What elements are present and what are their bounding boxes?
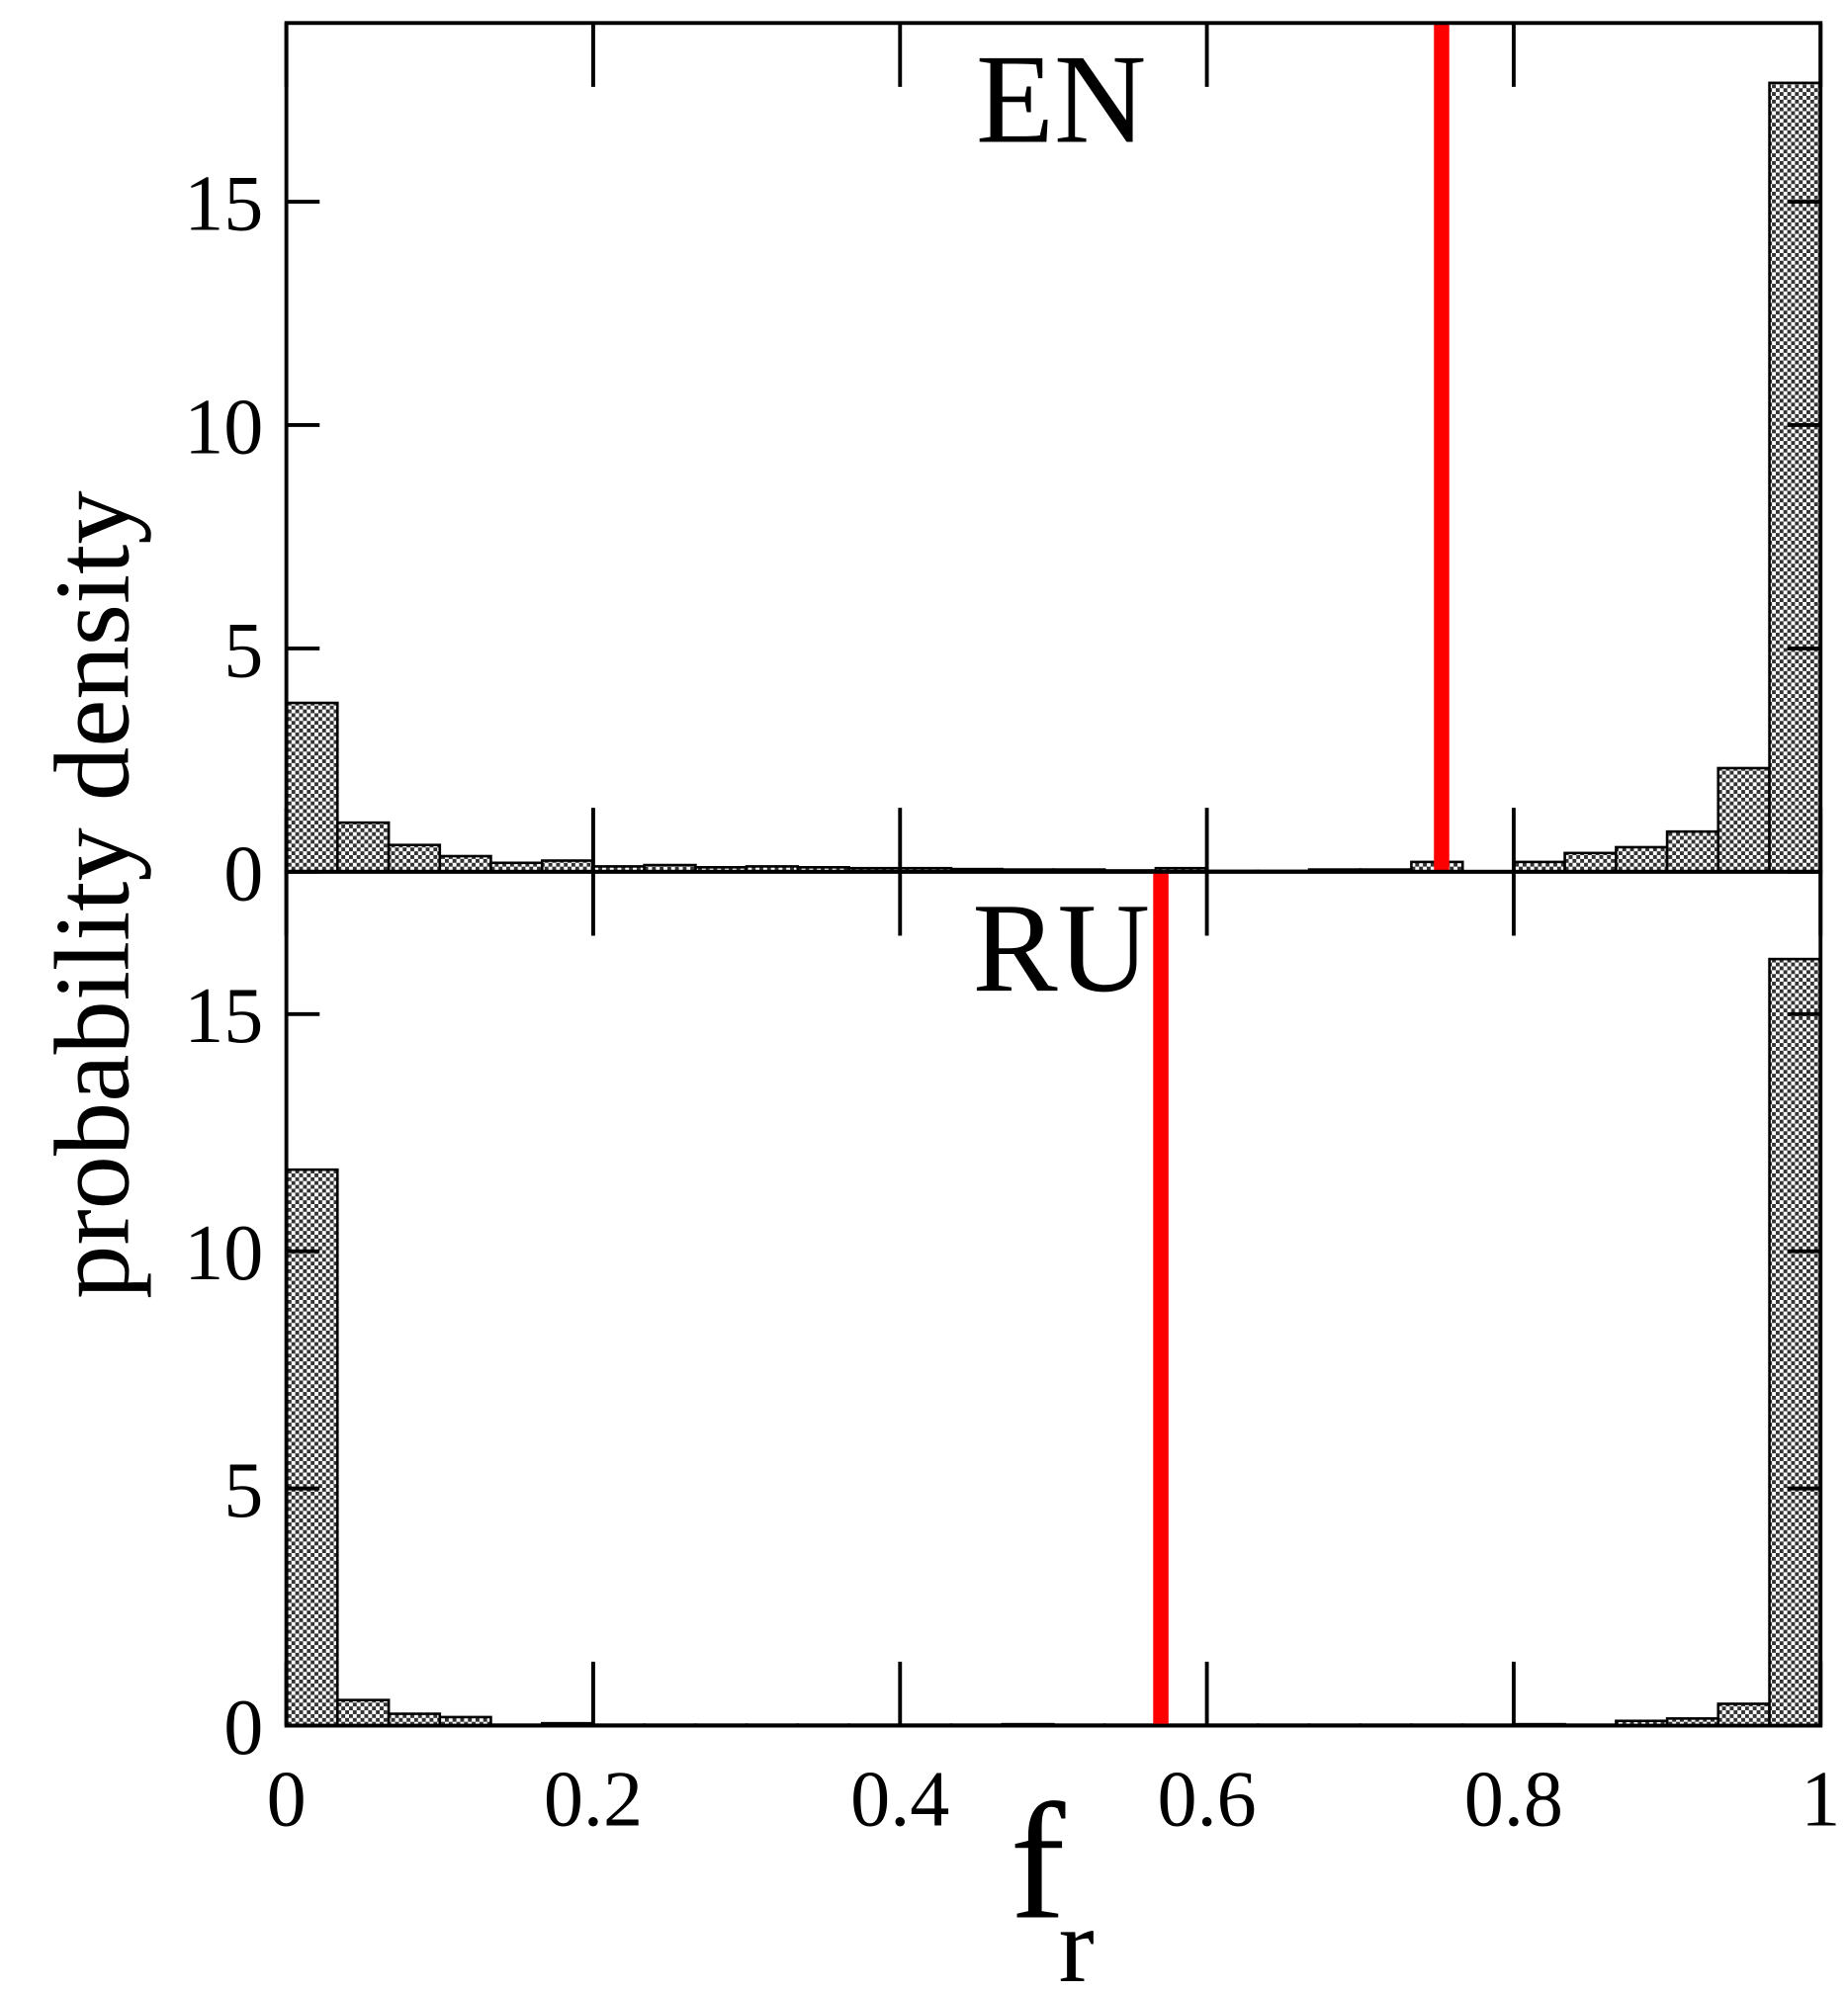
histogram-bar	[1768, 81, 1822, 874]
y-tick-label: 0	[223, 830, 263, 917]
y-tick-label: 5	[223, 607, 263, 694]
histogram-bar	[336, 1698, 391, 1727]
y-tick-label: 10	[184, 384, 263, 471]
x-axis-label-subscript: r	[1059, 1886, 1095, 1993]
y-tick-label: 10	[184, 1210, 263, 1297]
x-tick-label: 1	[1801, 1756, 1840, 1843]
histogram-bar	[1563, 851, 1618, 874]
x-tick-label: 0.4	[850, 1756, 949, 1843]
y-axis-label: probability density	[33, 490, 151, 1299]
y-tick-label: 15	[184, 973, 263, 1060]
y-tick-label: 5	[223, 1447, 263, 1534]
x-axis-label: f	[1010, 1771, 1065, 1954]
x-tick-label: 0.2	[544, 1756, 643, 1843]
histogram-bar	[1716, 766, 1771, 874]
plot-frame	[284, 869, 1823, 1728]
histogram-bar	[1665, 829, 1720, 874]
histogram-bar	[1768, 957, 1822, 1727]
y-tick-label: 0	[223, 1685, 263, 1772]
histogram-bar	[438, 854, 492, 874]
histogram-bar	[285, 701, 339, 874]
panel-label: RU	[972, 877, 1150, 1018]
histogram-bar	[336, 821, 391, 874]
histogram-bar	[1716, 1702, 1771, 1727]
x-tick-label: 0	[267, 1756, 307, 1843]
x-tick-label: 0.8	[1464, 1756, 1563, 1843]
plot-root: 0 5 10 15 EN 0 5 10 15 0 0.2 0.4 0.6 0.8 1 RU probabilit…	[33, 21, 1840, 1993]
panel-label: EN	[976, 29, 1146, 170]
histogram-bar	[387, 843, 442, 874]
y-tick-label: 15	[184, 160, 263, 247]
histogram-bar	[1615, 845, 1669, 874]
x-tick-label: 0.6	[1157, 1756, 1256, 1843]
